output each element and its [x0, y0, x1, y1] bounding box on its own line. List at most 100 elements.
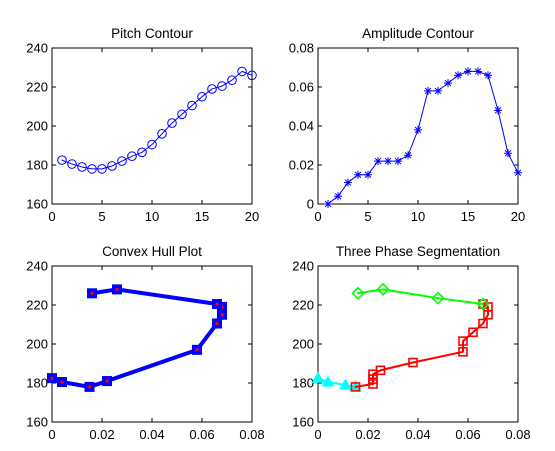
data-point	[311, 371, 325, 383]
data-point	[394, 157, 402, 166]
y-tick-label: 0	[307, 197, 314, 212]
data-point	[350, 382, 361, 392]
data-point	[375, 365, 386, 376]
data-point	[67, 159, 77, 169]
data-point-center	[105, 379, 109, 383]
data-point	[207, 84, 217, 94]
y-tick-label: 220	[292, 298, 314, 313]
data-point-center	[90, 291, 94, 295]
data-point	[217, 81, 227, 91]
axes-frame	[51, 47, 253, 205]
panel-three-phase-segmentation: Three Phase Segmentation 160 180 200 220 240 0…	[292, 244, 530, 442]
data-point	[431, 291, 445, 305]
y-tick-label: 200	[26, 337, 48, 352]
series-line	[327, 70, 519, 205]
y-tick-label: 160	[26, 197, 48, 212]
data-point	[147, 139, 157, 150]
data-point	[197, 91, 207, 102]
chart-title: Convex Hull Plot	[102, 244, 202, 259]
y-tick-label: 0.04	[289, 119, 314, 134]
data-point-center	[60, 380, 64, 384]
series-line	[354, 303, 489, 388]
y-tick-label: 180	[26, 376, 48, 391]
data-point	[187, 100, 197, 111]
data-point	[177, 109, 187, 120]
data-point	[354, 170, 362, 179]
data-point-center	[50, 376, 54, 380]
panel-amplitude-contour: Amplitude Contour 0 0.02 0.04 0.06 0.08 0 5 10 15…	[289, 26, 526, 224]
x-tick-label: 5	[364, 209, 371, 224]
x-tick-label: 0	[314, 209, 321, 224]
chart-title: Three Phase Segmentation	[336, 244, 500, 259]
data-point	[434, 86, 442, 95]
data-point	[476, 297, 490, 311]
data-point	[414, 125, 422, 134]
chart-title: Amplitude Contour	[362, 26, 474, 41]
x-tick-label: 15	[195, 209, 209, 224]
x-tick-label: 10	[411, 209, 425, 224]
data-point	[321, 375, 335, 387]
data-point	[384, 157, 392, 166]
data-point	[374, 157, 382, 166]
data-point	[324, 200, 332, 208]
data-point	[454, 71, 462, 80]
data-point	[227, 75, 237, 85]
data-point-center	[195, 348, 199, 352]
data-point	[157, 129, 167, 139]
y-tick-label: 160	[26, 415, 48, 430]
data-point-center	[215, 302, 219, 306]
data-point-center	[87, 385, 92, 389]
data-point	[408, 357, 418, 368]
data-point	[484, 71, 492, 80]
data-point	[334, 192, 342, 201]
y-tick-label: 240	[26, 41, 48, 56]
x-tick-label: 5	[98, 209, 105, 224]
y-tick-label: 0.06	[289, 80, 314, 95]
panel-pitch-contour: Pitch Contour 160 180 200 220 240 0 5 10 15 20	[26, 26, 259, 224]
data-point	[97, 164, 107, 174]
y-tick-label: 0.08	[289, 41, 314, 56]
series-line	[357, 288, 484, 306]
data-point	[368, 374, 378, 384]
data-point	[368, 379, 378, 389]
x-tick-label: 0	[48, 209, 55, 224]
data-point	[364, 170, 372, 179]
data-point	[504, 149, 512, 158]
y-tick-label: 160	[292, 415, 314, 430]
y-tick-label: 220	[26, 298, 48, 313]
x-tick-label: 15	[461, 209, 475, 224]
chart-title: Pitch Contour	[111, 26, 193, 41]
x-tick-label: 0.02	[89, 427, 114, 442]
x-tick-label: 0	[48, 427, 55, 442]
data-point	[514, 168, 522, 177]
data-point	[458, 336, 468, 346]
y-tick-label: 180	[26, 158, 48, 173]
x-tick-label: 0.06	[189, 427, 214, 442]
data-point	[376, 282, 390, 297]
x-tick-label: 0.04	[139, 427, 164, 442]
x-tick-label: 0.02	[355, 427, 380, 442]
data-point	[344, 178, 352, 187]
x-tick-label: 0.08	[505, 427, 530, 442]
y-tick-label: 0.02	[289, 158, 314, 173]
data-point	[464, 67, 472, 76]
panel-convex-hull-plot: Convex Hull Plot 160 180 200 220 240 0 0.02 0.04…	[26, 244, 264, 442]
data-point	[424, 86, 432, 95]
x-tick-label: 20	[511, 209, 525, 224]
data-point	[87, 164, 97, 174]
x-tick-label: 20	[245, 209, 259, 224]
series-line	[61, 70, 253, 170]
data-point	[351, 286, 365, 300]
data-point	[404, 151, 412, 160]
axes-frame	[51, 265, 253, 423]
y-tick-label: 240	[292, 259, 314, 274]
data-point	[444, 79, 452, 88]
data-point	[458, 346, 468, 357]
data-point-center	[115, 287, 119, 291]
series-line	[317, 377, 357, 388]
x-tick-label: 0.06	[455, 427, 480, 442]
x-tick-label: 0.04	[405, 427, 430, 442]
data-point	[494, 106, 502, 115]
y-tick-label: 240	[26, 259, 48, 274]
